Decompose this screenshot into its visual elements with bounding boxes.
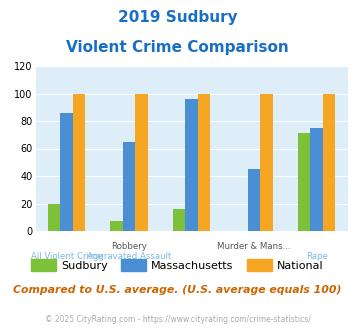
- Bar: [248, 169, 261, 231]
- Text: 2019 Sudbury: 2019 Sudbury: [118, 10, 237, 25]
- Bar: [185, 99, 198, 231]
- Bar: [123, 142, 136, 231]
- Text: Aggravated Assault: Aggravated Assault: [87, 251, 171, 261]
- Text: Rape: Rape: [306, 251, 328, 261]
- Text: Compared to U.S. average. (U.S. average equals 100): Compared to U.S. average. (U.S. average …: [13, 285, 342, 295]
- Text: Robbery: Robbery: [111, 242, 147, 251]
- Text: Murder & Mans...: Murder & Mans...: [217, 242, 291, 251]
- Text: © 2025 CityRating.com - https://www.cityrating.com/crime-statistics/: © 2025 CityRating.com - https://www.city…: [45, 315, 310, 324]
- Bar: [310, 128, 323, 231]
- Bar: [60, 113, 73, 231]
- Bar: [173, 209, 185, 231]
- Bar: [73, 93, 86, 231]
- Bar: [198, 93, 211, 231]
- Text: Violent Crime Comparison: Violent Crime Comparison: [66, 40, 289, 54]
- Bar: [261, 93, 273, 231]
- Bar: [48, 204, 60, 231]
- Text: All Violent Crime: All Violent Crime: [31, 251, 103, 261]
- Bar: [323, 93, 335, 231]
- Bar: [298, 133, 310, 231]
- Bar: [136, 93, 148, 231]
- Bar: [110, 221, 123, 231]
- Legend: Sudbury, Massachusetts, National: Sudbury, Massachusetts, National: [27, 255, 328, 275]
